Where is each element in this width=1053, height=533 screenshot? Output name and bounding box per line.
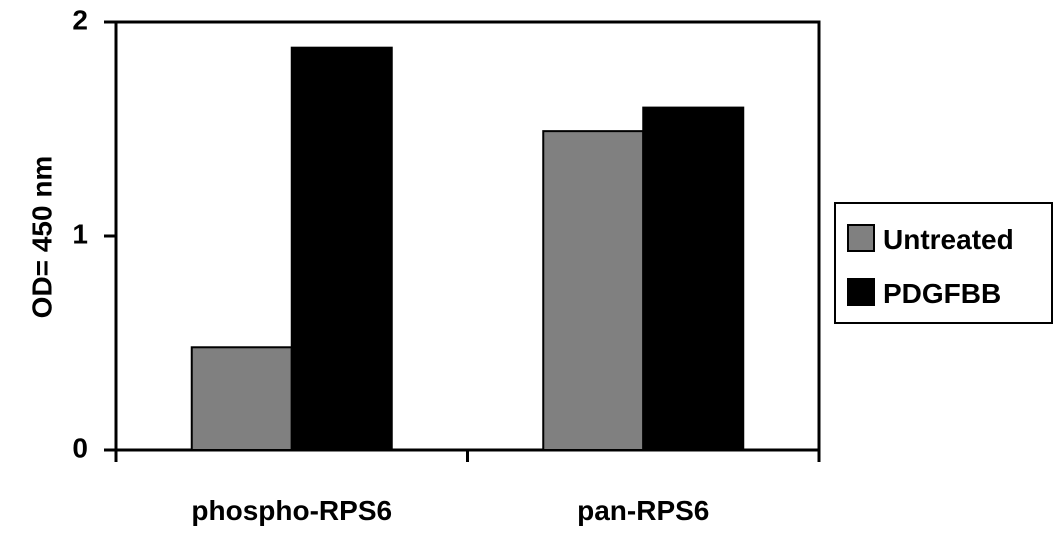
legend: Untreated PDGFBB bbox=[834, 202, 1053, 324]
x-tick-label: pan-RPS6 bbox=[577, 495, 709, 526]
bars bbox=[190, 46, 745, 452]
legend-swatch-untreated bbox=[847, 224, 875, 252]
legend-swatch-pdgfbb bbox=[847, 278, 875, 306]
y-axis-title: OD= 450 nm bbox=[26, 156, 57, 319]
legend-label-pdgfbb: PDGFBB bbox=[883, 278, 1001, 309]
x-tick-label: phospho-RPS6 bbox=[191, 495, 392, 526]
bar-pdgfbb-phospho-rps6 bbox=[290, 46, 393, 452]
x-axis-ticks: phospho-RPS6 pan-RPS6 bbox=[114, 450, 821, 526]
bar-pdgfbb-pan-rps6 bbox=[642, 106, 745, 451]
y-axis-ticks: 0 1 2 bbox=[72, 4, 116, 463]
y-tick-label: 0 bbox=[72, 432, 88, 463]
bar-untreated-pan-rps6 bbox=[542, 130, 645, 451]
y-tick-label: 2 bbox=[72, 4, 88, 35]
y-tick-label: 1 bbox=[72, 218, 88, 249]
plot-area: phospho-RPS6 pan-RPS6 0 1 2 bbox=[72, 4, 821, 526]
legend-label-untreated: Untreated bbox=[883, 224, 1014, 255]
bar-untreated-phospho-rps6 bbox=[190, 346, 293, 451]
